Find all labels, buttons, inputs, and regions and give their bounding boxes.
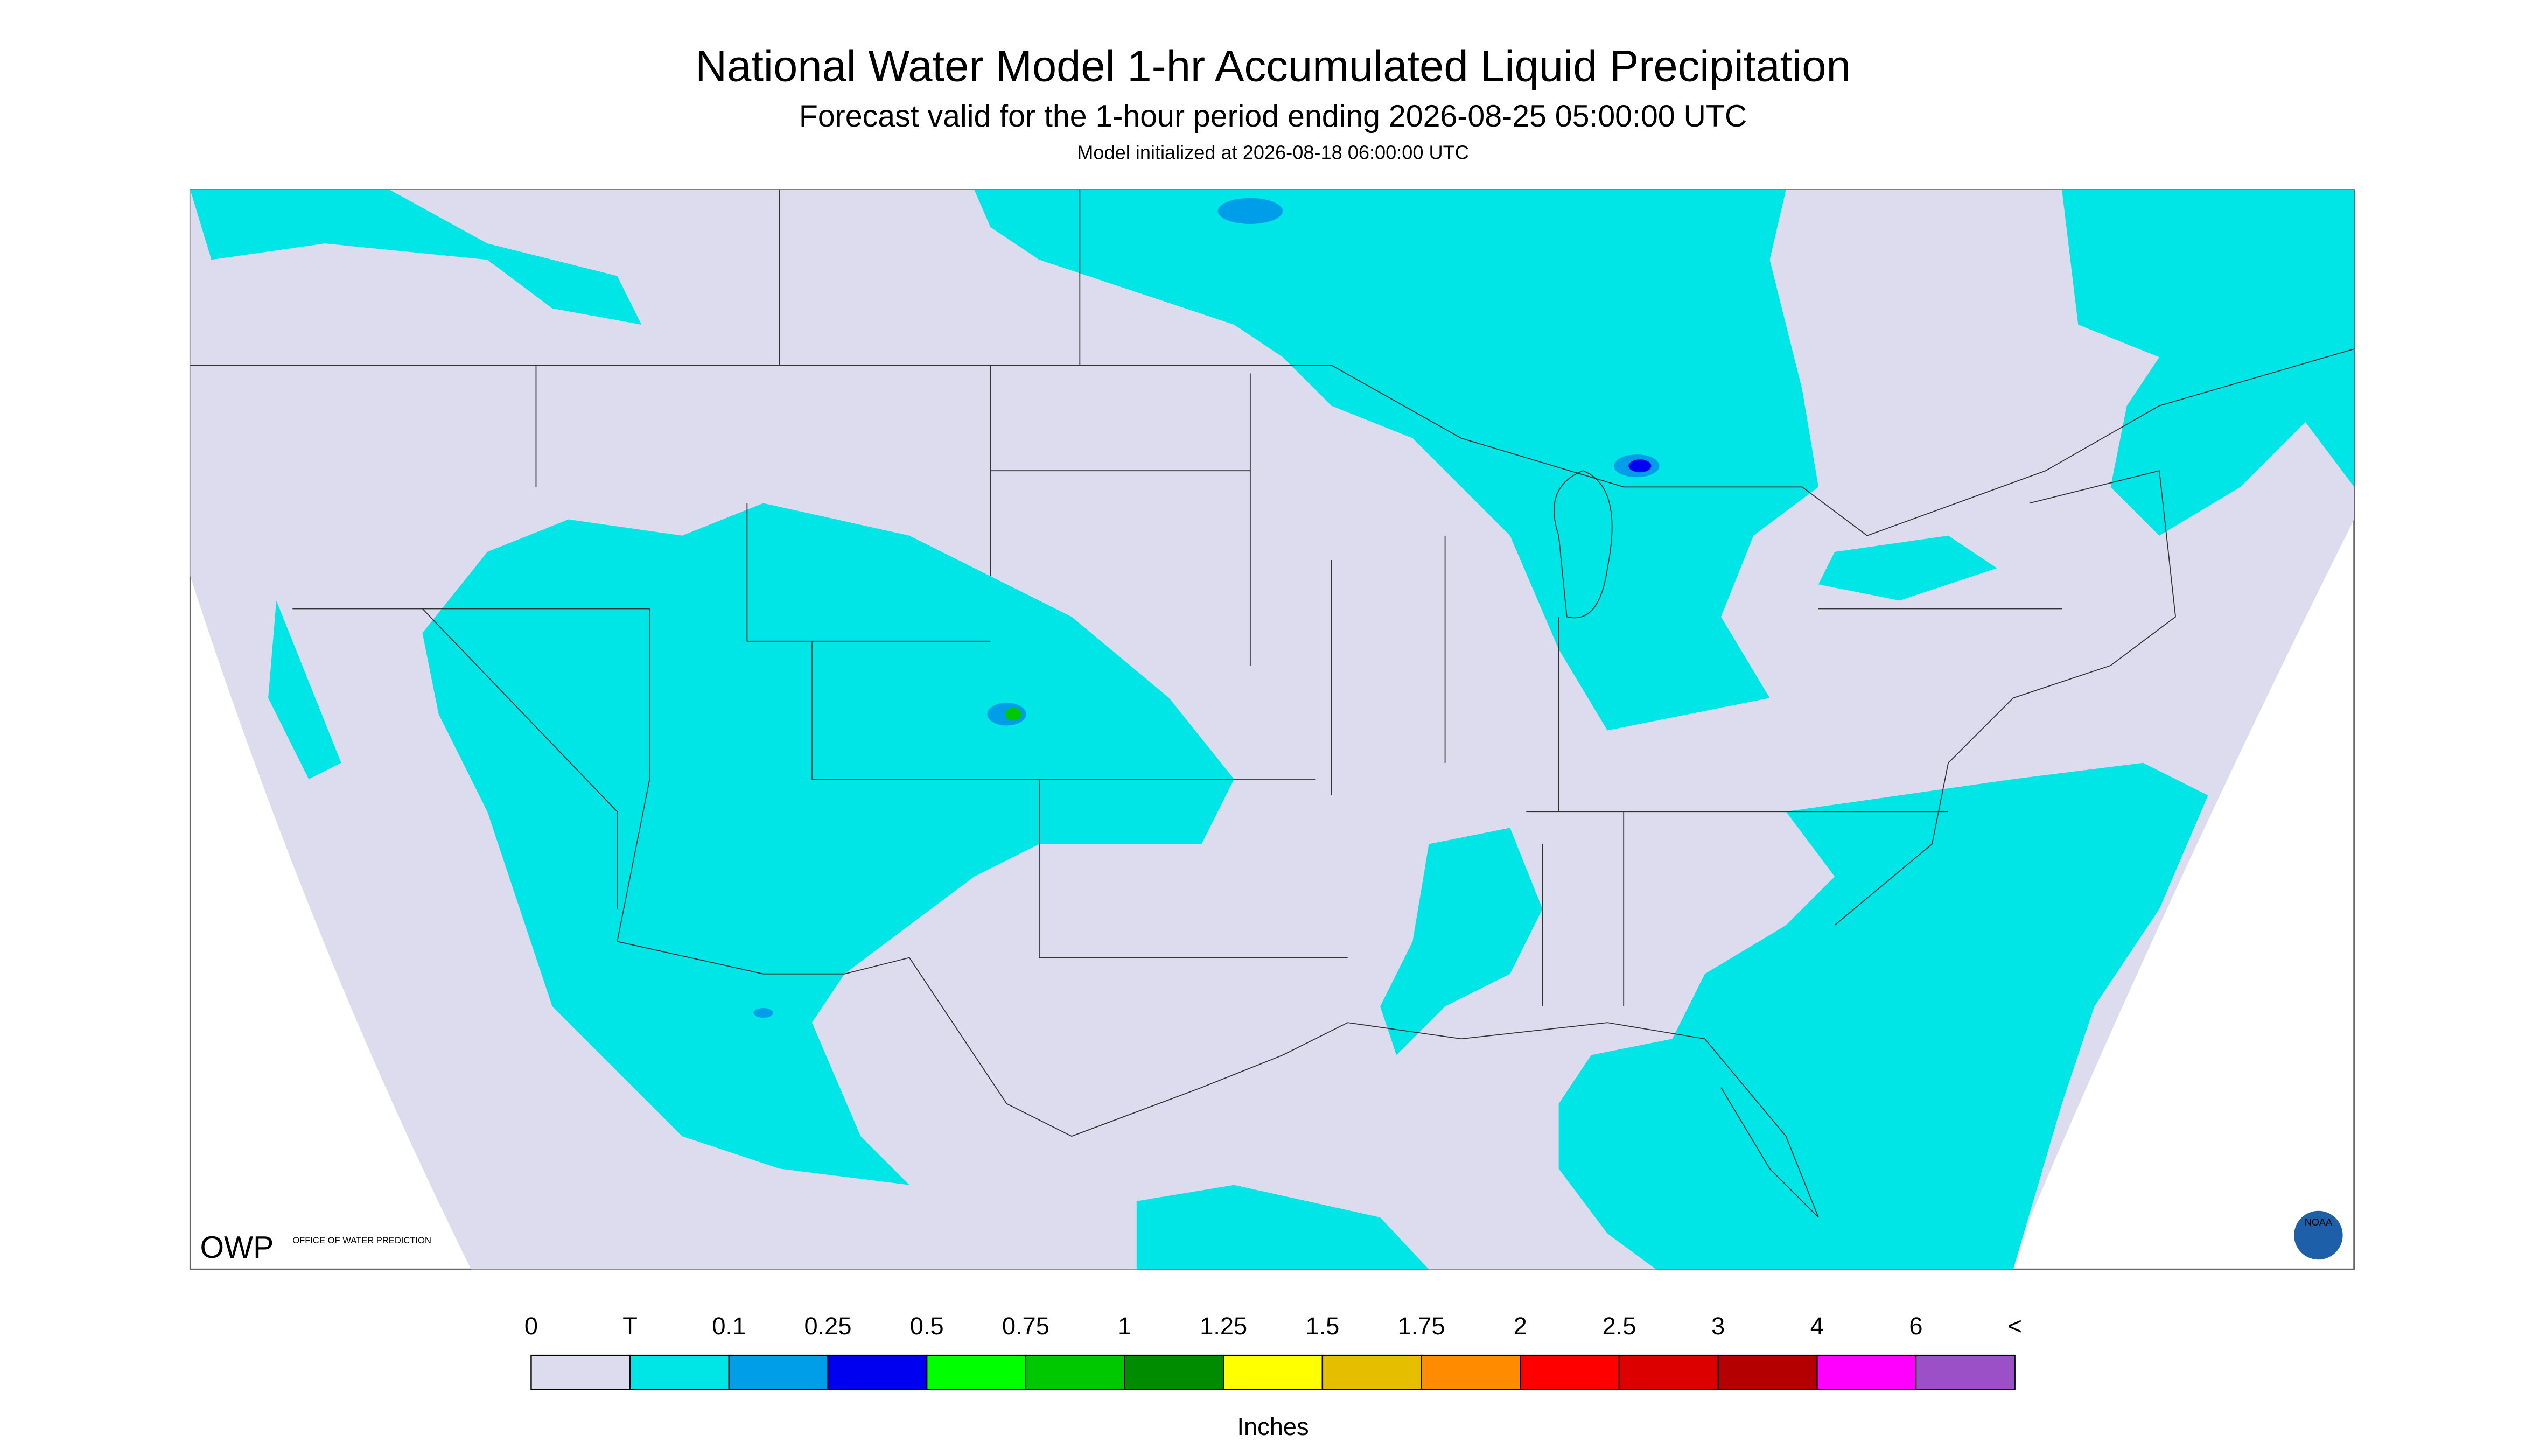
legend-label: 0.5 (910, 1312, 944, 1340)
legend-unit: Inches (1237, 1413, 1309, 1440)
legend-label: 0.75 (1002, 1312, 1049, 1340)
legend-swatch (1321, 1354, 1422, 1390)
rain-core (1628, 459, 1652, 473)
legend-label: 1.25 (1200, 1312, 1247, 1340)
rain-area (422, 503, 1234, 1185)
rain-area (1818, 535, 1997, 601)
map: OWP OFFICE OF WATER PREDICTION NOAA (189, 189, 2355, 1270)
noaa-logo-text: NOAA (2305, 1217, 2333, 1228)
color-legend: 0 T 0.1 0.25 0.5 0.75 1 1.25 1.5 1.75 2 2.5 3 4 6 < (524, 1312, 2022, 1390)
rain-core (1005, 708, 1021, 721)
boundary-line (292, 365, 2062, 1006)
legend-label: T (622, 1312, 638, 1340)
legend-swatch (728, 1354, 829, 1390)
legend-label: < (2007, 1312, 2021, 1340)
lake-michigan-shore (1554, 470, 1613, 619)
rain-area (268, 600, 341, 779)
legend-swatch (1618, 1354, 1719, 1390)
boundaries (190, 190, 2354, 1218)
legend-label: 1 (1118, 1312, 1131, 1340)
subtitle: Forecast valid for the 1-hour period end… (799, 99, 1747, 134)
rain-core (753, 1008, 773, 1018)
legend-label: 0 (524, 1312, 538, 1340)
noaa-logo (2294, 1210, 2343, 1260)
legend-label: 2 (1514, 1312, 1527, 1340)
legend-swatch (1421, 1354, 1521, 1390)
legend-swatch (827, 1354, 928, 1390)
rain-area (1558, 762, 2208, 1270)
rain-area (974, 190, 1818, 731)
legend-swatch (629, 1354, 730, 1390)
legend-swatch (1915, 1354, 2016, 1390)
legend-swatch (1816, 1354, 1917, 1390)
owp-logo-text: OFFICE OF WATER PREDICTION (292, 1235, 431, 1245)
legend-swatch (530, 1354, 631, 1390)
rain-area (1380, 828, 1543, 1055)
legend-swatch (926, 1354, 1027, 1390)
rain-core (1217, 198, 1283, 224)
boundary-line (1834, 470, 2177, 926)
legend-label: 0.1 (712, 1312, 746, 1340)
title: National Water Model 1-hr Accumulated Li… (695, 42, 1850, 91)
rain-area (1136, 1185, 1429, 1270)
legend-label: 2.5 (1603, 1312, 1636, 1340)
init-time: Model initialized at 2026-08-18 06:00:00… (1077, 141, 1469, 163)
boundary-line (535, 190, 1819, 1218)
legend-swatch (1223, 1354, 1324, 1390)
rain-area (2062, 190, 2354, 536)
legend-label: 1.75 (1398, 1312, 1445, 1340)
legend-label: 3 (1711, 1312, 1725, 1340)
legend-swatch (1124, 1354, 1224, 1390)
legend-swatch (1025, 1354, 1125, 1390)
boundary-line (190, 348, 2354, 536)
legend-label: 0.25 (804, 1312, 851, 1340)
owp-logo: OWP (200, 1230, 274, 1265)
legend-label: 1.5 (1305, 1312, 1339, 1340)
legend-label: 6 (1909, 1312, 1922, 1340)
legend-label: 4 (1810, 1312, 1824, 1340)
precip-areas (190, 190, 2354, 1270)
legend-swatch (1520, 1354, 1620, 1390)
rain-area (190, 190, 642, 325)
legend-swatch (1717, 1354, 1818, 1390)
